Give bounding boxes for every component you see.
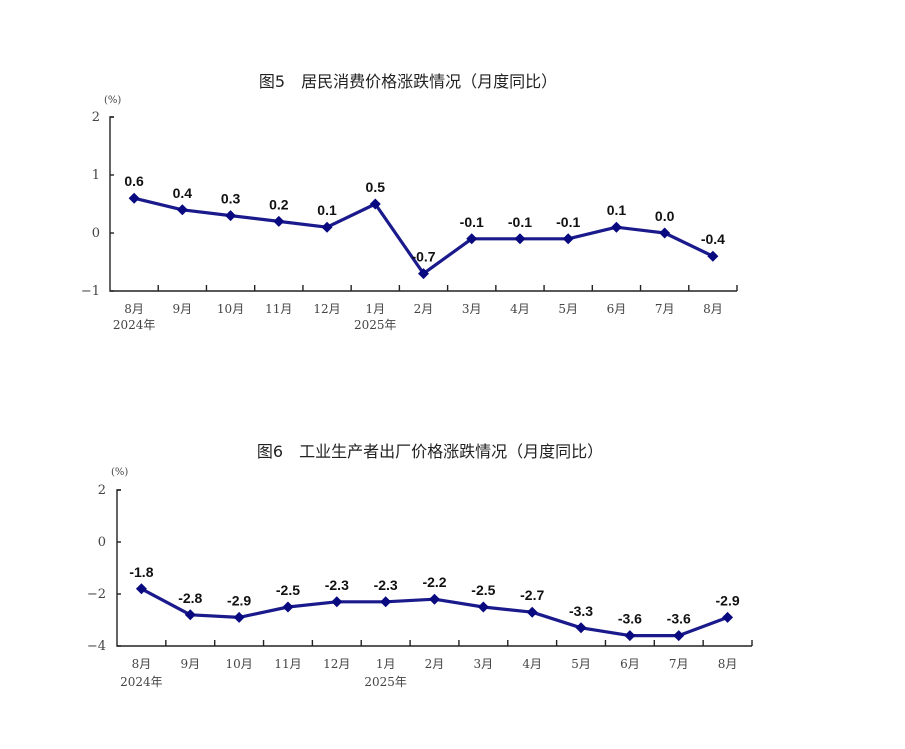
diamond-marker (128, 192, 140, 204)
x-tick-label: 8月 (718, 657, 738, 671)
diamond-marker (575, 622, 587, 634)
x-tick-label: 8月 (124, 302, 144, 316)
data-label: -2.2 (422, 574, 446, 590)
diamond-marker (610, 221, 622, 233)
chart-1: 图5 居民消费价格涨跌情况（月度同比） (%) 2 1 0 −1 8月 9月 10月 11月 12月… (81, 72, 738, 332)
data-label: -3.6 (667, 611, 691, 627)
year-label: 2024年 (113, 318, 156, 332)
x-tick-label: 10月 (217, 302, 244, 316)
data-label: -2.8 (178, 590, 202, 606)
diamond-marker (225, 210, 237, 222)
y-axis-unit: (%) (111, 467, 128, 478)
data-label: 0.6 (124, 173, 144, 189)
diamond-marker (233, 611, 245, 623)
diamond-marker (176, 204, 188, 216)
x-tick-label: 4月 (510, 302, 530, 316)
y-tick-label: −4 (87, 639, 106, 654)
diamond-marker (321, 221, 333, 233)
data-label: -0.1 (556, 214, 580, 230)
x-tick-label: 5月 (571, 657, 591, 671)
y-tick-label: 2 (98, 483, 106, 498)
data-label: -2.5 (471, 582, 495, 598)
diamond-marker (380, 596, 392, 608)
data-label: -2.9 (227, 592, 251, 608)
y-tick-label: 1 (92, 168, 100, 183)
data-label: -2.5 (276, 582, 300, 598)
diamond-marker (722, 611, 734, 623)
data-label: -0.7 (411, 249, 435, 265)
axes (109, 116, 737, 292)
data-label: -0.4 (701, 231, 725, 247)
x-tick-label: 3月 (462, 302, 482, 316)
year-label: 2025年 (354, 318, 397, 332)
x-tick-label: 9月 (180, 657, 200, 671)
y-axis-unit: (%) (104, 95, 121, 106)
chart-2: 图6 工业生产者出厂价格涨跌情况（月度同比） (%) 2 0 −2 −4 8月 9月 10月 11… (87, 442, 753, 689)
y-tick-label: 0 (98, 535, 106, 550)
y-tick-label: −2 (87, 587, 106, 602)
data-label: -0.1 (460, 214, 484, 230)
chart-title: 图5 居民消费价格涨跌情况（月度同比） (259, 72, 557, 91)
diamond-marker (707, 250, 719, 262)
x-tick-label: 12月 (323, 657, 350, 671)
data-label: 0.5 (366, 179, 386, 195)
data-label: -1.8 (129, 564, 153, 580)
year-label: 2025年 (364, 675, 407, 689)
x-tick-label: 9月 (173, 302, 193, 316)
x-tick-label: 5月 (558, 302, 578, 316)
diamond-marker (624, 630, 636, 642)
x-tick-label: 1月 (365, 302, 385, 316)
diamond-marker (418, 268, 429, 280)
x-tick-label: 6月 (607, 302, 627, 316)
data-label: 0.1 (607, 202, 627, 218)
diamond-marker (282, 601, 294, 613)
x-tick-label: 4月 (522, 657, 542, 671)
x-tick-label: 2月 (414, 302, 434, 316)
diamond-marker (477, 601, 489, 613)
x-tick-label: 12月 (313, 302, 340, 316)
diamond-marker (659, 227, 671, 239)
data-label: -2.9 (716, 592, 740, 608)
x-tick-label: 10月 (225, 657, 252, 671)
x-tick-label: 7月 (655, 302, 675, 316)
diamond-marker (526, 606, 538, 618)
x-tick-label: 2月 (425, 657, 445, 671)
diamond-marker (135, 583, 147, 595)
data-label: 0.4 (173, 185, 193, 201)
data-label: 0.0 (655, 208, 675, 224)
data-label: 0.1 (317, 202, 337, 218)
data-label: -2.3 (325, 577, 349, 593)
chart-title: 图6 工业生产者出厂价格涨跌情况（月度同比） (257, 442, 603, 461)
diamond-marker (466, 233, 478, 245)
x-tick-label: 7月 (669, 657, 689, 671)
data-label: 0.3 (221, 191, 241, 207)
x-tick-label: 6月 (620, 657, 640, 671)
x-tick-label: 11月 (265, 302, 292, 316)
y-tick-label: 0 (92, 226, 100, 241)
data-label: 0.2 (269, 196, 289, 212)
year-label: 2024年 (120, 675, 163, 689)
data-label: -2.7 (520, 587, 544, 603)
y-tick-label: −1 (81, 284, 100, 299)
x-tick-label: 8月 (132, 657, 152, 671)
x-tick-label: 3月 (474, 657, 494, 671)
x-tick-label: 1月 (376, 657, 396, 671)
y-tick-label: 2 (92, 110, 100, 125)
diamond-marker (184, 609, 196, 621)
diamond-marker (331, 596, 343, 608)
diamond-marker (673, 630, 685, 642)
diamond-marker (369, 198, 381, 210)
data-label: -0.1 (508, 214, 532, 230)
diamond-marker (562, 233, 574, 245)
data-label: -3.6 (618, 611, 642, 627)
data-label: -3.3 (569, 603, 593, 619)
diamond-marker (429, 593, 440, 605)
axes (116, 489, 752, 647)
diamond-marker (514, 233, 526, 245)
data-label: -2.3 (374, 577, 398, 593)
diamond-marker (273, 215, 285, 227)
x-tick-label: 11月 (274, 657, 301, 671)
x-tick-label: 8月 (703, 302, 723, 316)
